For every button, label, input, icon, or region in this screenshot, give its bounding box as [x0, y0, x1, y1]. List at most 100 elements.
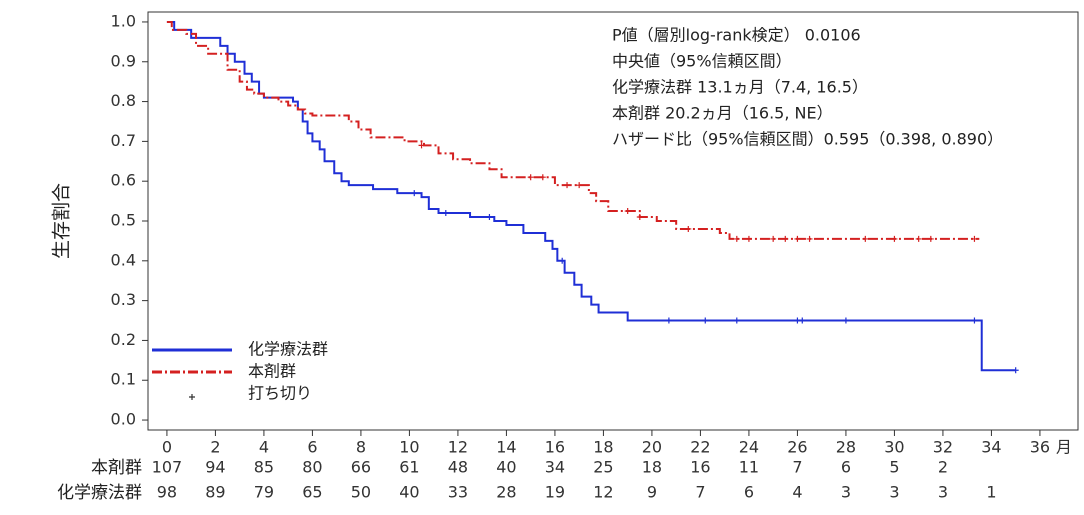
x-tick-label: 22: [690, 438, 710, 457]
censor-mark: [971, 235, 978, 242]
risk-count: 6: [841, 458, 851, 477]
risk-count: 19: [545, 483, 565, 502]
censor-mark: [806, 235, 813, 242]
risk-row-label: 本剤群: [91, 458, 142, 478]
risk-count: 50: [351, 483, 371, 502]
legend-label: 化学療法群: [248, 340, 328, 359]
risk-count: 1: [986, 483, 996, 502]
risk-count: 25: [593, 458, 613, 477]
y-tick-label: 0.8: [111, 91, 136, 110]
x-tick-label: 18: [593, 438, 613, 457]
y-tick-label: 0.1: [111, 370, 136, 389]
y-tick-label: 0.7: [111, 131, 136, 150]
censor-mark: [927, 235, 934, 242]
censor-mark: [799, 317, 806, 324]
censor-mark: [559, 257, 566, 264]
risk-count: 5: [889, 458, 899, 477]
legend-label: 本剤群: [248, 362, 296, 381]
risk-count: 7: [695, 483, 705, 502]
y-tick-label: 0.5: [111, 211, 136, 230]
x-unit-label: 月: [1056, 438, 1072, 457]
x-tick-label: 26: [787, 438, 807, 457]
annotation: 化学療法群 13.1ヵ月（7.4, 16.5）: [612, 78, 868, 97]
risk-count: 61: [399, 458, 419, 477]
censor-mark: [842, 317, 849, 324]
x-tick-label: 20: [642, 438, 662, 457]
risk-count: 107: [152, 458, 183, 477]
risk-count: 80: [302, 458, 322, 477]
annotation: 本剤群 20.2ヵ月（16.5, NE）: [612, 104, 833, 123]
censor-mark: [411, 190, 418, 197]
risk-count: 33: [448, 483, 468, 502]
censor-mark: [702, 317, 709, 324]
y-tick-label: 0.6: [111, 171, 136, 190]
censor-mark: [733, 235, 740, 242]
censor-mark: [624, 208, 631, 215]
x-tick-label: 8: [356, 438, 366, 457]
risk-count: 48: [448, 458, 468, 477]
y-axis-label: 生存割合: [51, 183, 73, 259]
censor-mark: [636, 214, 643, 221]
x-tick-label: 34: [981, 438, 1001, 457]
censor-mark: [564, 182, 571, 189]
censor-mark: [685, 225, 692, 232]
risk-count: 3: [889, 483, 899, 502]
risk-count: 65: [302, 483, 322, 502]
risk-count: 85: [254, 458, 274, 477]
censor-mark: [539, 174, 546, 181]
censor-mark: [891, 235, 898, 242]
survival-curve: [166, 20, 1016, 372]
censor-mark: [665, 317, 672, 324]
x-tick-label: 6: [307, 438, 317, 457]
risk-count: 16: [690, 458, 710, 477]
risk-count: 66: [351, 458, 371, 477]
y-tick-label: 0.2: [111, 330, 136, 349]
risk-count: 18: [642, 458, 662, 477]
annotation: P値（層別log-rank検定） 0.0106: [612, 26, 861, 45]
risk-count: 94: [205, 458, 225, 477]
risk-count: 7: [792, 458, 802, 477]
risk-count: 9: [647, 483, 657, 502]
risk-count: 12: [593, 483, 613, 502]
risk-count: 2: [938, 458, 948, 477]
risk-count: 4: [792, 483, 802, 502]
risk-count: 3: [938, 483, 948, 502]
annotation: ハザード比（95%信頼区間）0.595（0.398, 0.890）: [612, 130, 1003, 149]
x-tick-label: 36: [1030, 438, 1050, 457]
legend-label: 打ち切り: [248, 384, 312, 403]
risk-count: 6: [744, 483, 754, 502]
risk-count: 89: [205, 483, 225, 502]
y-tick-label: 0.3: [111, 290, 136, 309]
censor-mark: [576, 182, 583, 189]
censor-mark: [794, 235, 801, 242]
risk-count: 34: [545, 458, 565, 477]
x-tick-label: 0: [162, 438, 172, 457]
risk-count: 40: [496, 458, 516, 477]
survival-curve: [166, 20, 980, 240]
censor-mark: [442, 210, 449, 217]
x-tick-label: 30: [884, 438, 904, 457]
risk-count: 40: [399, 483, 419, 502]
y-tick-label: 0.9: [111, 51, 136, 70]
censor-mark: [418, 142, 425, 149]
risk-count: 3: [841, 483, 851, 502]
censor-mark: [915, 235, 922, 242]
risk-count: 98: [157, 483, 177, 502]
x-tick-label: 10: [399, 438, 419, 457]
y-tick-label: 0.0: [111, 410, 136, 429]
x-tick-label: 12: [448, 438, 468, 457]
censor-mark: [782, 235, 789, 242]
x-tick-label: 32: [933, 438, 953, 457]
risk-row-label: 化学療法群: [57, 483, 142, 503]
annotation: 中央値（95%信頼区間）: [612, 52, 792, 71]
x-tick-label: 24: [739, 438, 759, 457]
legend-censor-symbol: [189, 394, 195, 400]
censor-mark: [862, 235, 869, 242]
censor-mark: [770, 235, 777, 242]
x-tick-label: 16: [545, 438, 565, 457]
x-tick-label: 28: [836, 438, 856, 457]
censor-mark: [1012, 367, 1019, 374]
x-tick-label: 4: [259, 438, 269, 457]
x-tick-label: 14: [496, 438, 516, 457]
